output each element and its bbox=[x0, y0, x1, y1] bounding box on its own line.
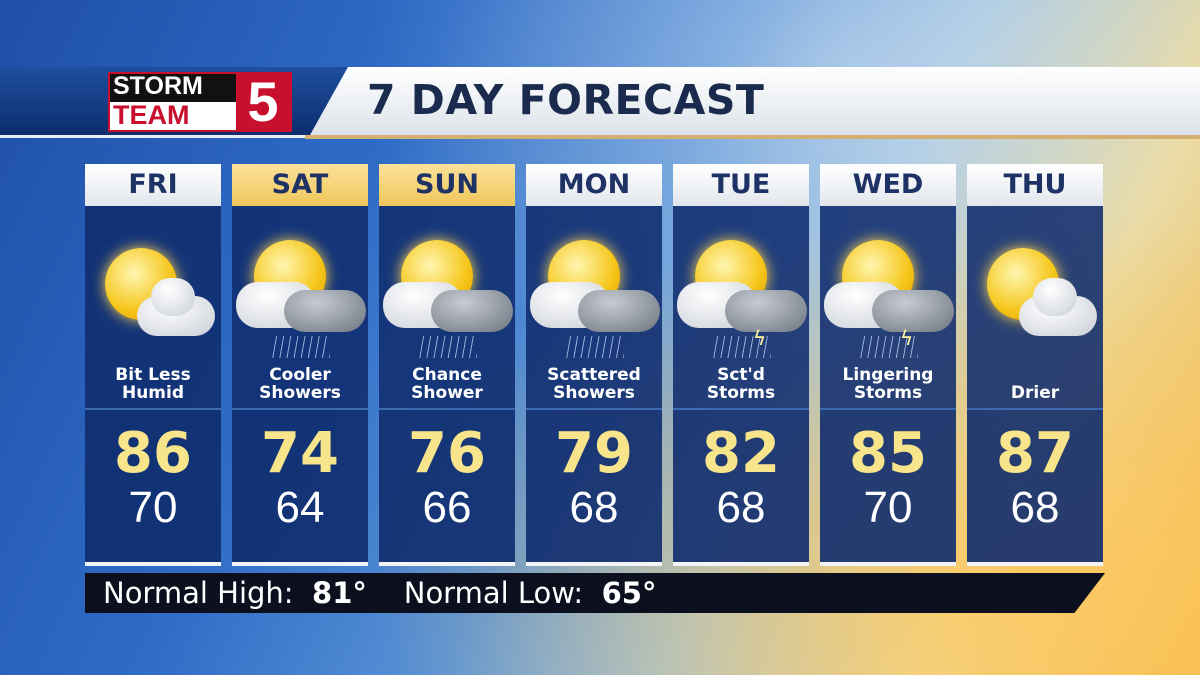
day-column-thu: THU Drier 87 68 bbox=[967, 164, 1103, 568]
weather-icon-panel: ϟ Lingering Storms bbox=[820, 206, 956, 410]
low-temp: 70 bbox=[128, 483, 178, 532]
dark-cloud-icon bbox=[725, 290, 807, 332]
high-temp: 82 bbox=[702, 421, 780, 486]
storm-team-5-logo: STORM TEAM 5 bbox=[108, 72, 292, 132]
cloud-icon bbox=[151, 278, 195, 316]
high-temp: 87 bbox=[996, 421, 1074, 486]
logo-five: 5 bbox=[236, 74, 290, 130]
low-temp: 68 bbox=[569, 483, 619, 532]
day-label: SAT bbox=[232, 164, 368, 206]
logo-storm: STORM bbox=[110, 74, 236, 102]
temperature-panel: 82 68 bbox=[673, 410, 809, 566]
condition-text: Bit Less Humid bbox=[115, 365, 191, 403]
page-title: 7 DAY FORECAST bbox=[367, 76, 765, 124]
low-temp: 64 bbox=[275, 483, 325, 532]
day-column-tue: TUE ϟ Sct'd Storms 82 68 bbox=[673, 164, 809, 568]
high-temp: 76 bbox=[408, 421, 486, 486]
dark-cloud-icon bbox=[578, 290, 660, 332]
day-label: MON bbox=[526, 164, 662, 206]
lightning-icon: ϟ bbox=[753, 326, 767, 350]
temperature-panel: 86 70 bbox=[85, 410, 221, 566]
low-temp: 70 bbox=[863, 483, 913, 532]
day-column-fri: FRI Bit Less Humid 86 70 bbox=[85, 164, 221, 568]
condition-text: Chance Shower bbox=[411, 365, 483, 403]
day-label: TUE bbox=[673, 164, 809, 206]
normals-bar: Normal High: 81° Normal Low: 65° bbox=[85, 573, 1105, 613]
rain-icon bbox=[711, 336, 771, 358]
dark-cloud-icon bbox=[431, 290, 513, 332]
rain-icon bbox=[858, 336, 918, 358]
low-temp: 66 bbox=[422, 483, 472, 532]
dark-cloud-icon bbox=[872, 290, 954, 332]
condition-text: Lingering Storms bbox=[842, 365, 934, 403]
weather-icon-panel: Scattered Showers bbox=[526, 206, 662, 410]
weather-icon-panel: ϟ Sct'd Storms bbox=[673, 206, 809, 410]
normal-low-value: 65° bbox=[601, 576, 657, 610]
temperature-panel: 74 64 bbox=[232, 410, 368, 566]
temperature-panel: 87 68 bbox=[967, 410, 1103, 566]
day-label: WED bbox=[820, 164, 956, 206]
condition-text: Drier bbox=[1010, 383, 1060, 403]
condition-text: Sct'd Storms bbox=[706, 365, 776, 403]
low-temp: 68 bbox=[716, 483, 766, 532]
cloud-icon bbox=[1033, 278, 1077, 316]
condition-text: Cooler Showers bbox=[259, 365, 341, 403]
day-label: THU bbox=[967, 164, 1103, 206]
header-title-band bbox=[310, 67, 1200, 135]
header-gold-line bbox=[305, 135, 1200, 139]
normal-low-label: Normal Low: bbox=[403, 576, 584, 610]
high-temp: 86 bbox=[114, 421, 192, 486]
high-temp: 74 bbox=[261, 421, 339, 486]
header-divider bbox=[0, 135, 310, 138]
temperature-panel: 79 68 bbox=[526, 410, 662, 566]
rain-icon bbox=[270, 336, 330, 358]
high-temp: 85 bbox=[849, 421, 927, 486]
weather-icon-panel: Chance Shower bbox=[379, 206, 515, 410]
weather-icon-panel: Drier bbox=[967, 206, 1103, 410]
day-column-mon: MON Scattered Showers 79 68 bbox=[526, 164, 662, 568]
lightning-icon: ϟ bbox=[900, 326, 914, 350]
rain-icon bbox=[417, 336, 477, 358]
condition-text: Scattered Showers bbox=[547, 365, 641, 403]
dark-cloud-icon bbox=[284, 290, 366, 332]
temperature-panel: 85 70 bbox=[820, 410, 956, 566]
weather-icon-panel: Cooler Showers bbox=[232, 206, 368, 410]
normal-high-label: Normal High: bbox=[103, 576, 294, 610]
day-column-sun: SUN Chance Shower 76 66 bbox=[379, 164, 515, 568]
temperature-panel: 76 66 bbox=[379, 410, 515, 566]
logo-team: TEAM bbox=[110, 102, 236, 130]
low-temp: 68 bbox=[1010, 483, 1060, 532]
normal-high-value: 81° bbox=[312, 576, 367, 610]
high-temp: 79 bbox=[555, 421, 633, 486]
day-label: SUN bbox=[379, 164, 515, 206]
day-label: FRI bbox=[85, 164, 221, 206]
day-column-sat: SAT Cooler Showers 74 64 bbox=[232, 164, 368, 568]
day-column-wed: WED ϟ Lingering Storms 85 70 bbox=[820, 164, 956, 568]
rain-icon bbox=[564, 336, 624, 358]
weather-icon-panel: Bit Less Humid bbox=[85, 206, 221, 410]
